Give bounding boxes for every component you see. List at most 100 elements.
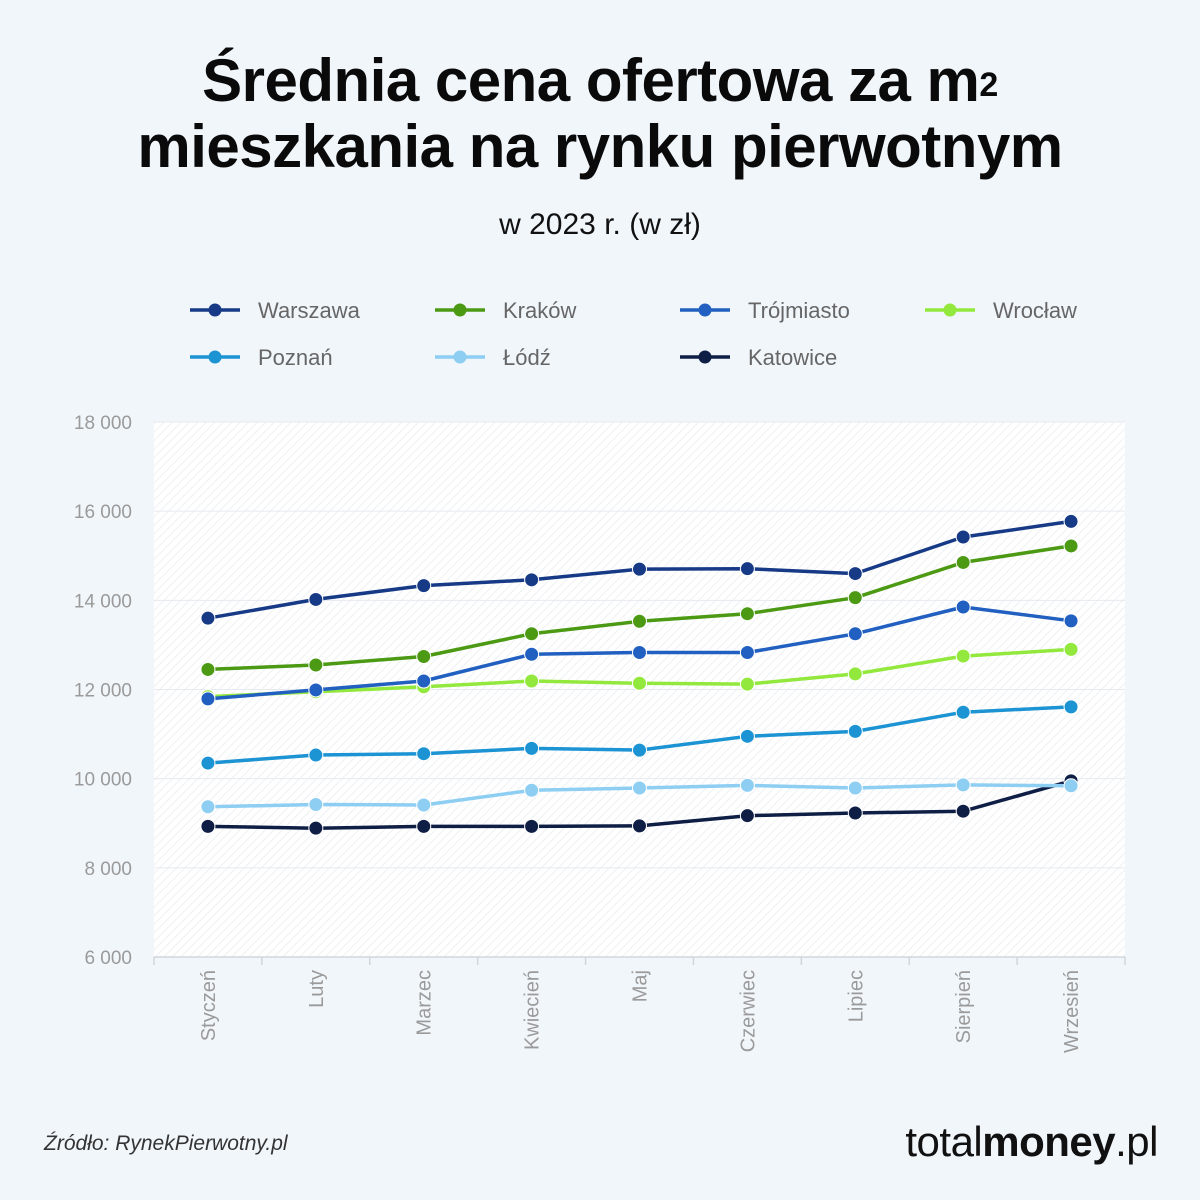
data-point [847,566,863,582]
data-point [847,626,863,642]
legend-label: Poznań [258,345,333,370]
data-point [200,755,216,771]
data-point [200,818,216,834]
data-point [308,591,324,607]
data-point [524,782,540,798]
legend-marker [453,350,467,364]
x-tick-label: Sierpień [953,970,975,1043]
data-point [739,606,755,622]
data-point [739,561,755,577]
data-point [1063,613,1079,629]
data-point [632,675,647,691]
data-point [955,777,971,793]
legend-label: Wrocław [993,298,1077,323]
title-superscript: 2 [979,66,998,104]
series-Katowice [200,773,1079,836]
legend-marker [698,303,712,317]
data-point [955,803,971,819]
legend-item: Łódź [435,345,551,370]
x-tick-label: Wrzesień [1061,970,1083,1053]
x-tick-label: Marzec [414,970,436,1036]
series-lines [200,513,1079,836]
data-point [955,554,971,570]
x-tick-label: Styczeń [198,970,220,1041]
data-point [847,805,863,821]
data-point [416,746,432,762]
data-point [739,728,755,744]
data-point [847,780,863,796]
data-point [632,818,647,834]
x-tick-label: Kwiecień [522,970,544,1050]
data-point [955,704,971,720]
data-point [632,780,647,796]
data-point [847,666,863,682]
data-point [200,799,216,815]
data-point [416,578,432,594]
data-point [308,682,324,698]
y-tick-label: 16 000 [74,502,132,523]
data-point [308,657,324,673]
data-point [416,818,432,834]
legend-label: Trójmiasto [748,298,850,323]
y-tick-label: 14 000 [74,591,132,612]
data-point [1063,778,1079,794]
x-tick-label: Lipiec [845,970,867,1022]
x-tick-label: Maj [630,970,652,1002]
y-tick-label: 6 000 [84,948,132,969]
data-point [632,644,647,660]
legend-item: Warszawa [190,298,361,323]
source-note: Źródło: RynekPierwotny.pl [44,1132,288,1155]
data-point [524,626,540,642]
data-point [524,740,540,756]
series-Trójmiasto [200,599,1079,707]
legend-label: Łódź [503,345,551,370]
series-Kraków [200,538,1079,677]
legend-item: Trójmiasto [680,298,850,323]
legend-marker [208,350,222,364]
data-point [632,561,647,577]
data-point [632,742,647,758]
data-point [847,723,863,739]
data-point [1063,538,1079,554]
data-point [1063,513,1079,529]
data-point [524,673,540,689]
data-point [1063,699,1079,715]
series-Warszawa [200,513,1079,626]
data-point [955,599,971,615]
y-tick-label: 12 000 [74,681,132,702]
data-point [200,610,216,626]
data-point [200,691,216,707]
legend-item: Katowice [680,345,837,370]
y-tick-label: 8 000 [84,859,132,880]
legend-marker [943,303,957,317]
data-point [739,777,755,793]
data-point [1063,641,1079,657]
x-tick-label: Luty [306,970,328,1008]
data-point [416,649,432,665]
axes: 6 000 8 000 10 000 12 000 14 000 16 000 18 000… [74,413,1126,1053]
legend-marker [698,350,712,364]
legend-item: Poznań [190,345,333,370]
series-Łódź [200,777,1079,815]
legend-marker [453,303,467,317]
data-point [308,747,324,763]
data-point [955,648,971,664]
series-Poznań [200,699,1079,771]
data-point [308,797,324,813]
data-point [847,590,863,606]
data-point [416,797,432,813]
data-point [739,808,755,824]
legend: Warszawa Kraków Trójmiasto Wrocław Poznań Łód… [190,298,1077,370]
legend-label: Katowice [748,345,837,370]
data-point [524,646,540,662]
legend-item: Kraków [435,298,576,323]
x-tick-label: Czerwiec [737,970,759,1052]
data-point [308,820,324,836]
data-point [524,572,540,588]
y-tick-label: 18 000 [74,413,132,434]
data-point [739,644,755,660]
data-point [524,818,540,834]
legend-label: Warszawa [258,298,361,323]
legend-marker [208,303,222,317]
